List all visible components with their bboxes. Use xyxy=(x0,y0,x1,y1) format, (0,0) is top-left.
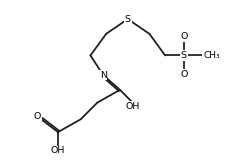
Text: O: O xyxy=(180,32,188,41)
Text: O: O xyxy=(180,70,188,79)
Text: OH: OH xyxy=(125,102,140,111)
Text: S: S xyxy=(125,15,131,24)
Text: N: N xyxy=(100,71,107,80)
Text: S: S xyxy=(181,51,187,60)
Text: CH₃: CH₃ xyxy=(203,51,220,60)
Text: OH: OH xyxy=(51,146,65,155)
Text: O: O xyxy=(34,112,41,121)
